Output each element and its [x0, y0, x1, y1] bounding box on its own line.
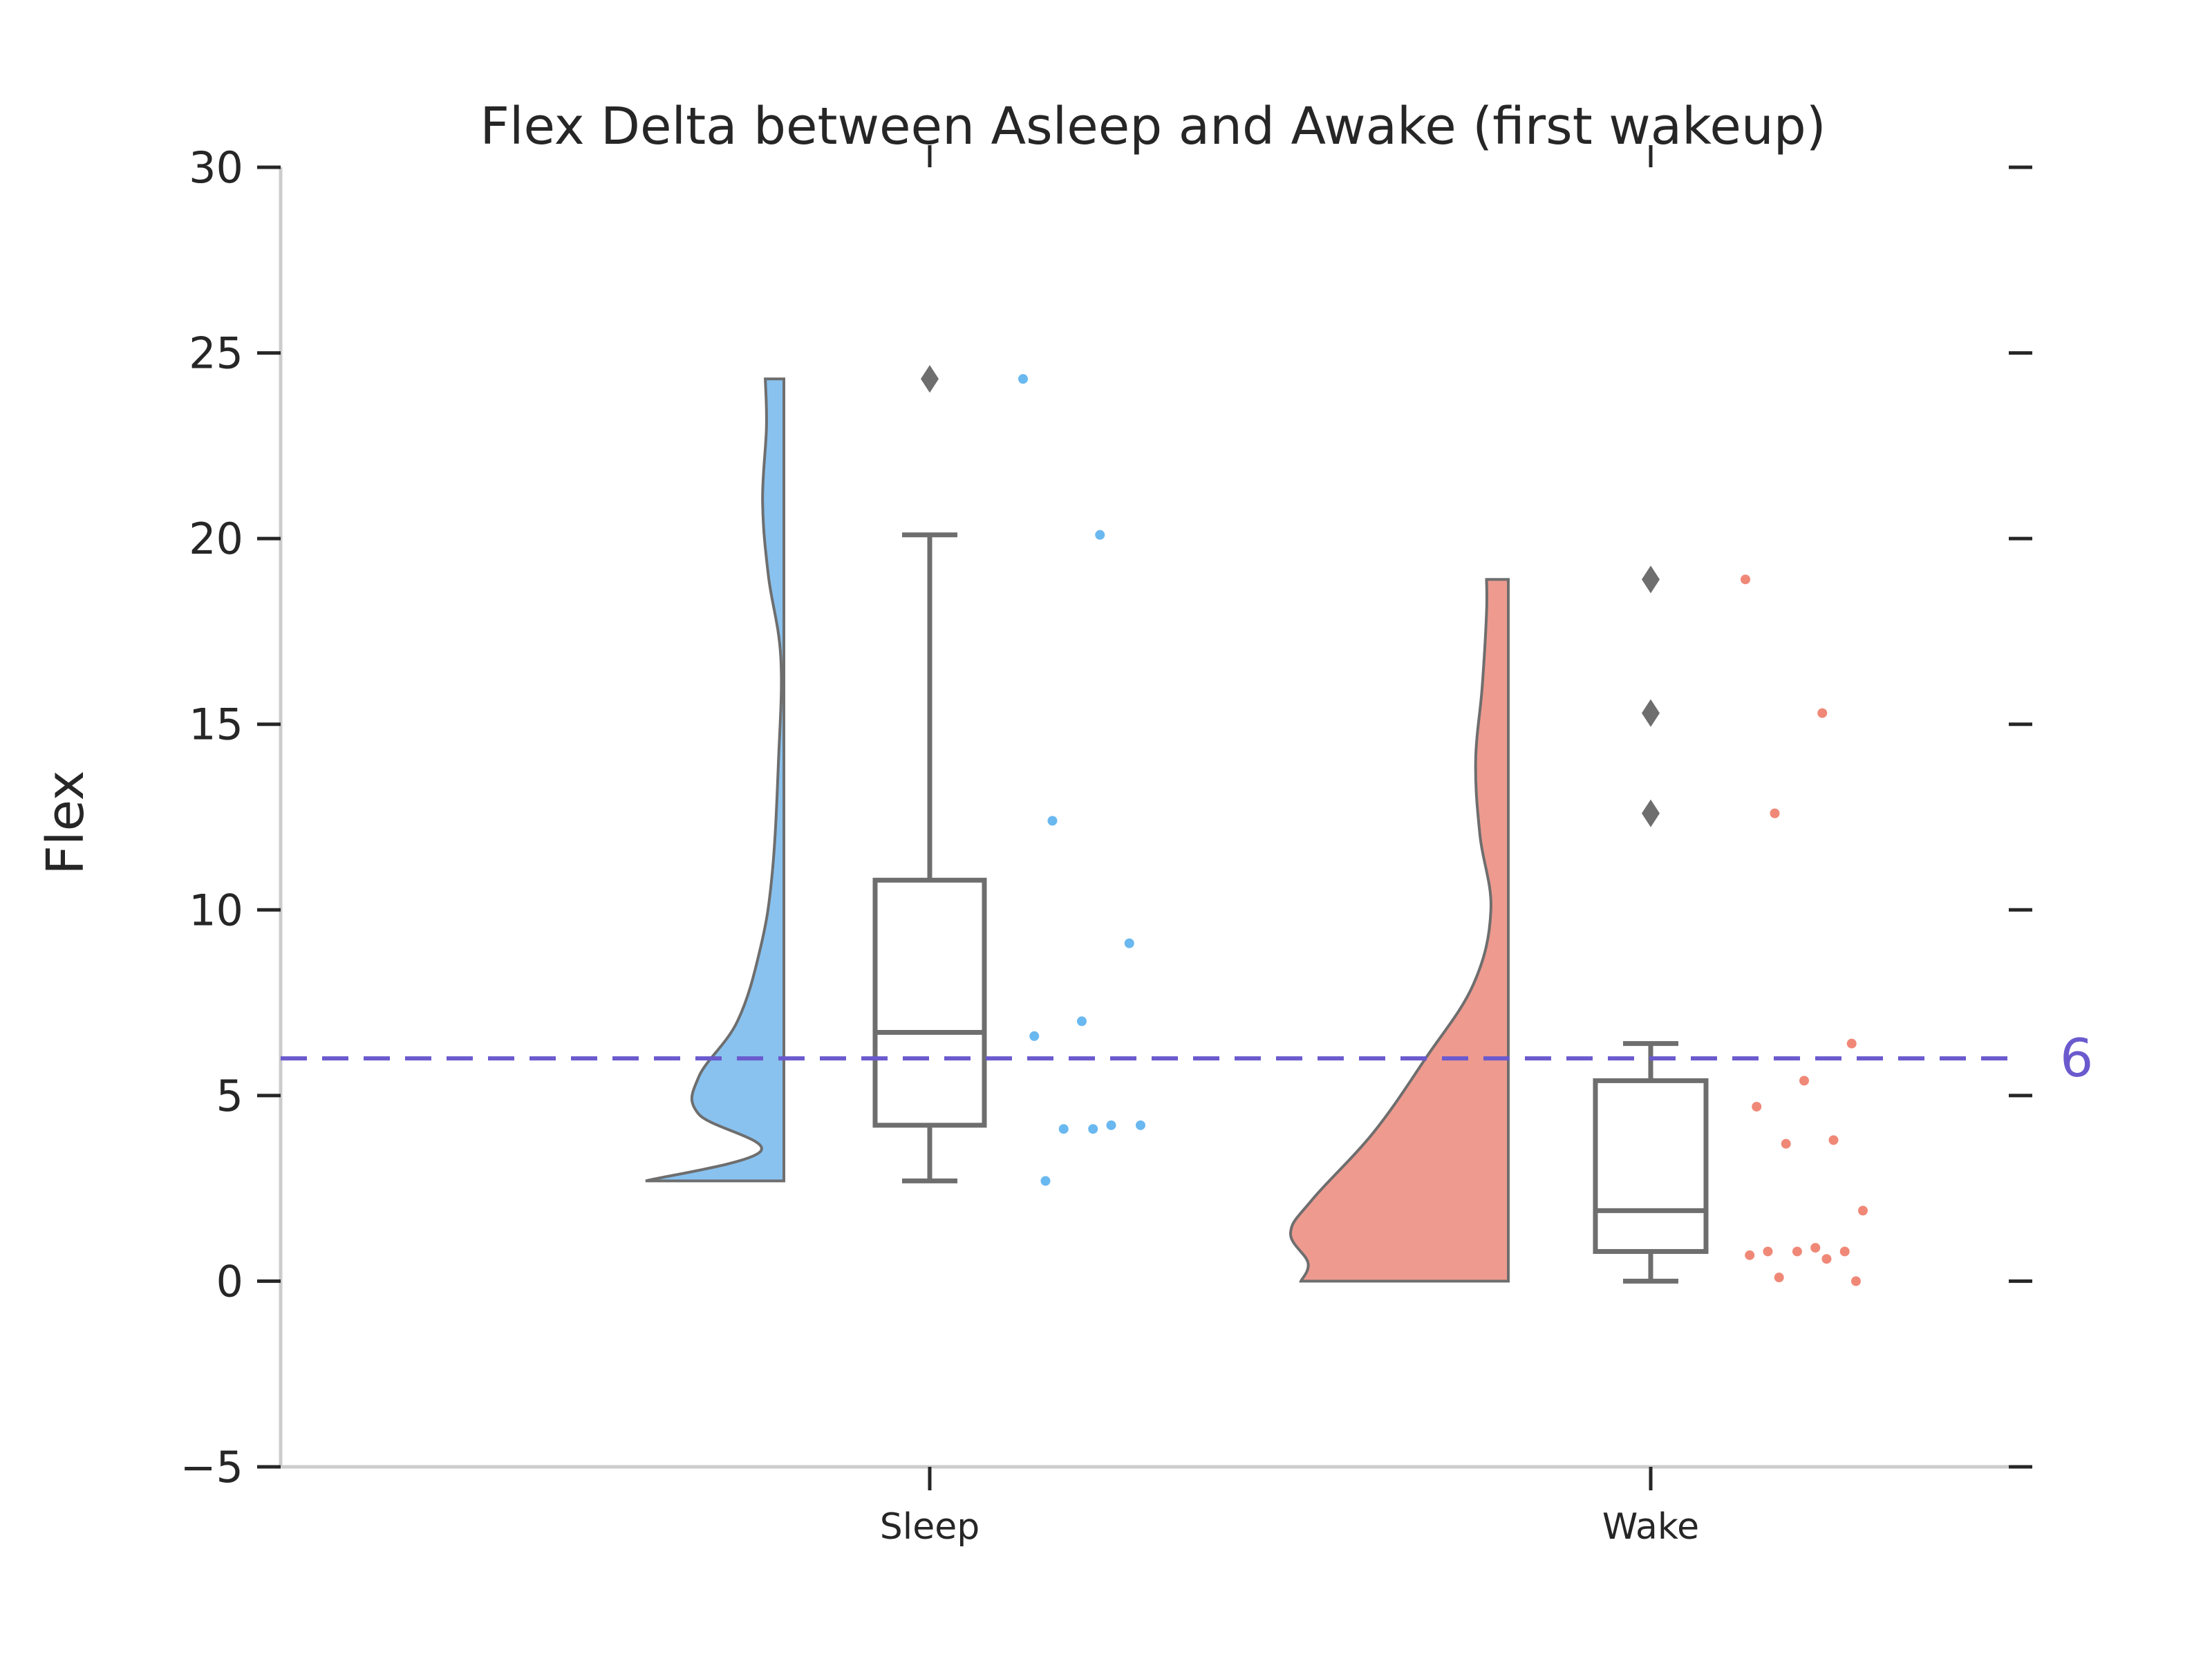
data-point: [1058, 1124, 1069, 1134]
data-point: [1817, 708, 1828, 718]
data-point: [1792, 1246, 1802, 1257]
reference-line-label: 6: [2060, 1027, 2093, 1089]
box-sleep: [872, 877, 987, 1128]
data-point: [1810, 1243, 1821, 1253]
data-point: [1124, 938, 1134, 948]
data-point: [1821, 1254, 1832, 1264]
y-tick-label: 10: [189, 885, 243, 935]
y-tick-label: 5: [216, 1071, 243, 1121]
outlier-marker: [921, 365, 939, 393]
data-point: [1745, 1250, 1755, 1260]
data-point: [1076, 1016, 1087, 1027]
data-point: [1763, 1246, 1773, 1257]
plot-area: −5 0 5 10 15 20 25 30 Sleep Wake 6: [180, 142, 2094, 1548]
data-point: [1799, 1076, 1809, 1086]
y-tick-label: 30: [189, 142, 243, 193]
chart-title: Flex Delta between Asleep and Awake (fir…: [480, 97, 1826, 156]
data-point: [1828, 1135, 1839, 1145]
y-tick-label: 0: [216, 1256, 243, 1306]
data-point: [1040, 1176, 1051, 1186]
x-tick-label: Wake: [1602, 1506, 1699, 1548]
data-point: [1846, 1038, 1857, 1049]
data-point: [1850, 1276, 1861, 1286]
data-point: [1106, 1120, 1116, 1130]
outlier-marker: [1642, 799, 1660, 827]
data-point: [1857, 1206, 1868, 1216]
data-point: [1774, 1273, 1784, 1283]
violin-sleep: [645, 377, 785, 1183]
y-tick-label: 25: [189, 328, 243, 379]
data-point: [1839, 1246, 1850, 1257]
outlier-marker: [1642, 565, 1660, 594]
data-point: [1781, 1138, 1791, 1149]
data-point: [1741, 574, 1750, 585]
violin-wake: [1289, 578, 1510, 1283]
data-point: [1770, 808, 1780, 818]
data-point: [1029, 1031, 1040, 1041]
y-tick-label: −5: [180, 1442, 243, 1492]
data-point: [1095, 529, 1105, 540]
data-point: [1047, 816, 1058, 826]
outlier-marker: [1642, 699, 1660, 727]
y-tick-label: 20: [189, 514, 243, 564]
data-point: [1135, 1120, 1145, 1130]
data-point: [1088, 1124, 1098, 1134]
box-wake: [1593, 1078, 1709, 1254]
x-tick-label: Sleep: [880, 1506, 980, 1548]
y-tick-label: 15: [189, 700, 243, 750]
data-point: [1752, 1101, 1762, 1112]
data-point: [1018, 374, 1028, 384]
y-axis-label: Flex: [36, 770, 95, 874]
